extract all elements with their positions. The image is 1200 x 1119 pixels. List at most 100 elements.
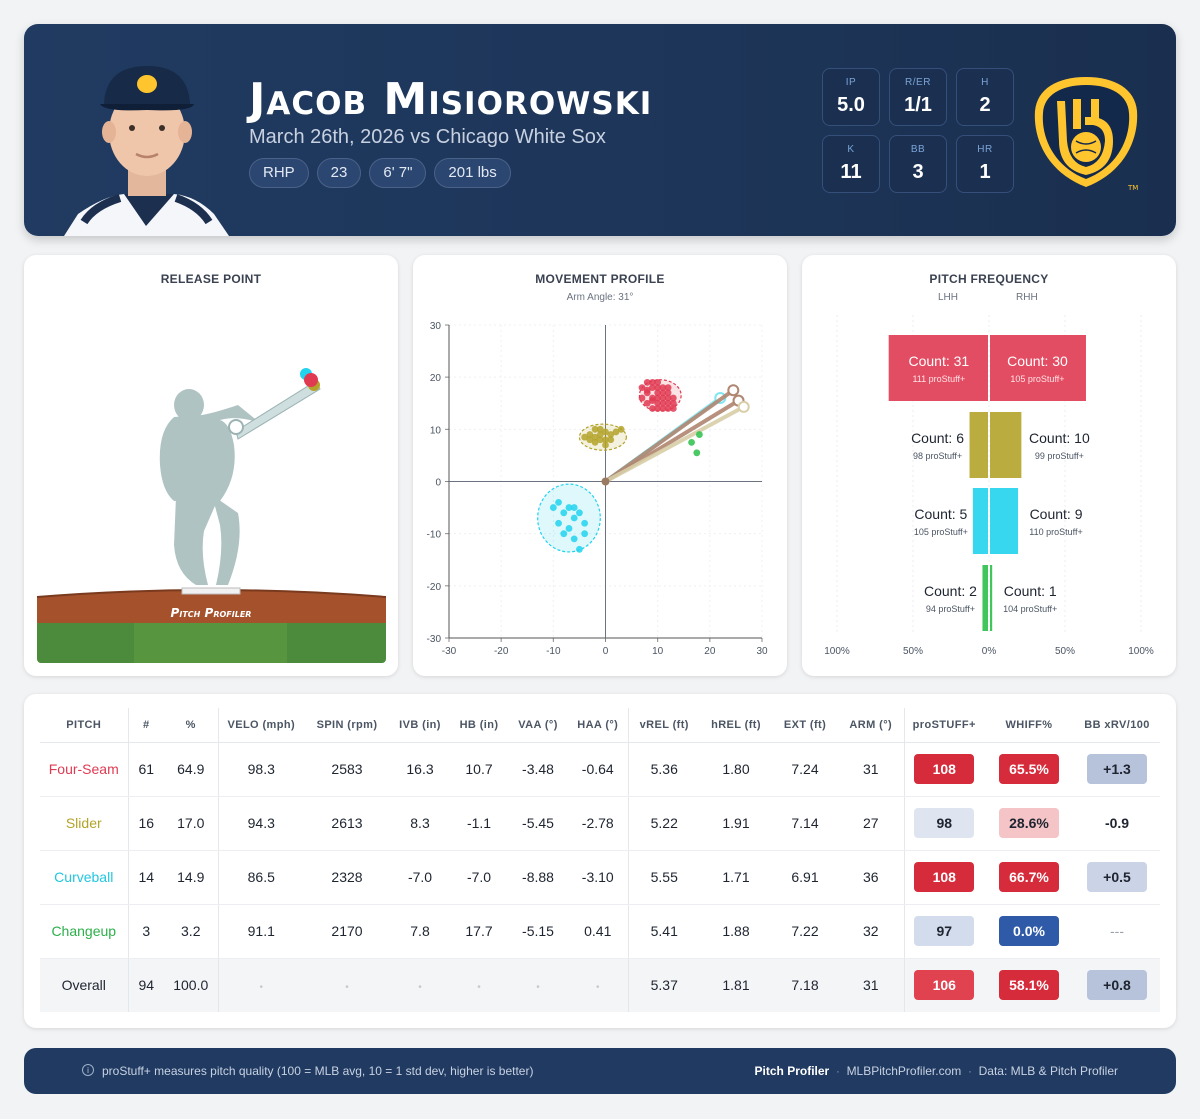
table-row: Overall 94 100.0 • • • • • • 5.37 1.81 7.18 31 106 58.… [40,958,1160,1012]
point-four-seam [659,384,667,391]
freq-tick-label: 0% [982,646,997,657]
x-tick-label: 20 [704,646,716,657]
point-curveball [565,504,573,511]
table-cell: 2170 [304,904,390,959]
column-header[interactable]: PITCH [40,708,129,743]
point-slider [581,433,589,441]
footer-site[interactable]: MLBPitchProfiler.com [846,1064,962,1078]
x-tick-label: -30 [442,646,457,657]
badge-cell: 106 [904,958,984,1012]
pitch-metrics-table: PITCH #% VELO (mph) SPIN (rpm) IVB (in) HB (i… [40,708,1160,1012]
column-header[interactable]: # [128,708,164,743]
column-header[interactable]: VAA (°) [508,708,568,743]
x-tick-label: 30 [756,646,768,657]
badge-cell: -0.9 [1074,796,1160,851]
table-row: Curveball 14 14.9 86.5 2328 -7.0 -7.0 -8.88 -3.1… [40,850,1160,905]
player-name: Jacob Misiorowski [249,74,653,125]
table-cell: -7.0 [390,850,450,905]
pitch-name-cell: Slider [40,796,129,851]
point-four-seam [669,405,677,412]
point-four-seam [669,399,677,407]
badge-cell: 58.1% [984,958,1074,1012]
table-cell: 64.9 [164,742,219,797]
stat-value: 1 [979,161,991,183]
point-four-seam [654,399,662,407]
point-slider [617,425,625,433]
point-curveball [581,530,589,538]
column-header[interactable]: VELO (mph) [218,708,304,743]
pitch-metrics-card: PITCH #% VELO (mph) SPIN (rpm) IVB (in) HB (i… [24,694,1176,1028]
pitch-name-cell: Curveball [40,850,129,905]
table-cell: 14 [128,850,164,905]
table-cell: 2328 [304,850,390,905]
x-tick-label: -10 [546,646,561,657]
stat-label: R/ER [905,77,931,88]
point-four-seam [654,384,662,391]
prostuff-label-rhh: 99 proStuff+ [1035,451,1084,461]
point-curveball [549,504,557,511]
table-cell: 16.3 [390,742,450,797]
point-curveball [560,509,568,517]
point-slider [602,428,609,436]
freq-tick-label: 50% [903,646,923,657]
whiff-badge: 58.1% [999,970,1059,1001]
point-four-seam [643,386,651,394]
point-slider [602,441,609,449]
column-header[interactable]: vREL (ft) [628,708,700,743]
table-cell: 8.3 [390,796,450,851]
table-cell: -7.0 [450,850,508,905]
freq-tick-label: 100% [1128,646,1154,657]
column-header[interactable]: proSTUFF+ [904,708,984,743]
table-cell: 1.81 [700,958,772,1012]
point-four-seam [664,394,672,402]
footer-bar: i proStuff+ measures pitch quality (100 … [24,1048,1176,1094]
table-cell: 14.9 [164,850,219,905]
stat-k: K 11 [822,135,880,193]
movement-profile-panel: MOVEMENT PROFILE Arm Angle: 31° -30 -20 -1… [413,255,787,676]
freq-tick-label: 50% [1055,646,1075,657]
column-header[interactable]: HAA (°) [568,708,629,743]
table-cell: 0.41 [568,904,629,959]
column-header[interactable]: % [164,708,219,743]
stat-hr: HR 1 [956,135,1014,193]
point-curveball [576,545,583,553]
stat-value: 5.0 [837,94,865,116]
table-cell: -5.45 [508,796,568,851]
column-header[interactable]: EXT (ft) [772,708,838,743]
column-header[interactable]: HB (in) [450,708,508,743]
table-cell: 16 [128,796,164,851]
prostuff-label-lhh: 105 proStuff+ [914,527,968,537]
table-cell: • [568,958,629,1012]
column-header[interactable]: ARM (°) [838,708,905,743]
column-header[interactable]: hREL (ft) [700,708,772,743]
point-changeup [693,449,701,457]
bar-lhh-four-seam [888,335,988,401]
point-curveball [560,530,568,538]
empty-dot: • [259,982,263,994]
table-cell: 17.7 [450,904,508,959]
column-header[interactable]: IVB (in) [390,708,450,743]
empty-dot: • [536,982,540,994]
badge-cell: 28.6% [984,796,1074,851]
table-cell: • [508,958,568,1012]
table-cell: 86.5 [218,850,304,905]
player-chips: RHP 23 6' 7" 201 lbs [249,158,511,188]
column-header[interactable]: WHIFF% [984,708,1074,743]
table-cell: -1.1 [450,796,508,851]
point-slider [591,433,599,441]
column-header[interactable]: SPIN (rpm) [304,708,390,743]
table-cell: • [218,958,304,1012]
point-four-seam [649,405,656,412]
table-cell: 5.55 [628,850,700,905]
frequency-chart: 100% 50% 0% 50% 100% Count: 31 111 proStuff+ Co… [824,315,1154,657]
table-cell: -3.10 [568,850,629,905]
pitch-frequency-panel: PITCH FREQUENCY LHH RHH 100% 50% 0% 50% 100%… [802,255,1176,676]
table-cell: • [390,958,450,1012]
footer-credits: Pitch Profiler · MLBPitchProfiler.com · … [754,1064,1118,1078]
column-header[interactable]: BB xRV/100 [1074,708,1160,743]
stat-label: K [847,144,855,155]
xrv-badge: --- [1087,916,1147,946]
movement-chart: -30 -20 -10 0 10 20 30 30 20 10 0 -10 -20 -30 [427,321,768,657]
count-label-lhh: Count: 6 [911,430,964,446]
